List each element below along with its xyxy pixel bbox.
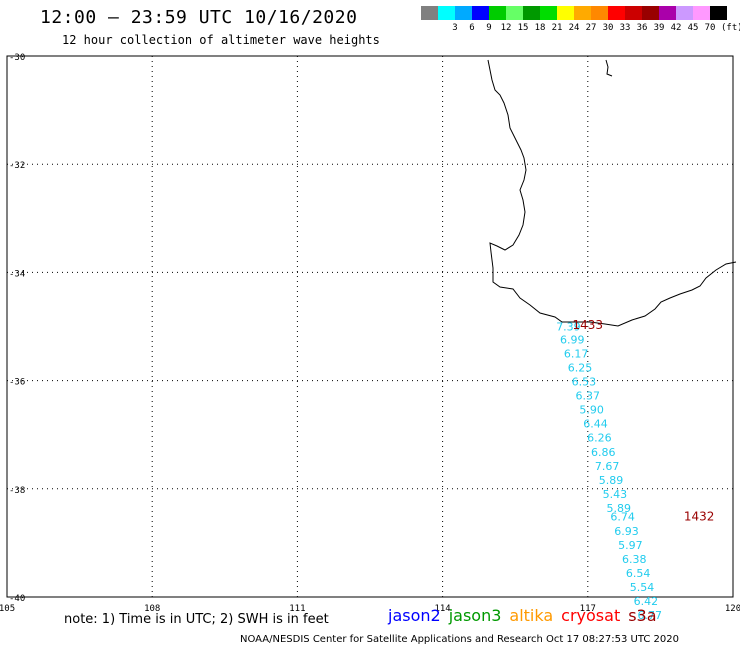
scale-label: 18 — [534, 23, 546, 33]
scale-swatch — [710, 6, 727, 20]
lon-tick-label: 105 — [0, 604, 15, 614]
scale-label: 15 — [517, 23, 529, 33]
pass-time-value: 1432 — [684, 510, 715, 524]
wave-height-value: 5.89 — [607, 502, 632, 515]
scale-swatch — [540, 6, 557, 20]
scale-label: 12 — [500, 23, 512, 33]
units-note: note: 1) Time is in UTC; 2) SWH is in fe… — [64, 612, 329, 627]
scale-label: 33 — [619, 23, 631, 33]
wave-height-labels: 7.396.996.176.256.53 6.375.906.446.266.86… — [556, 320, 662, 622]
scale-label: 27 — [585, 23, 597, 33]
lon-tick-label: 120 — [725, 604, 740, 614]
scale-swatch — [642, 6, 659, 20]
scale-swatch — [438, 6, 455, 20]
legend-altika: altika — [509, 606, 554, 625]
scale-swatch — [659, 6, 676, 20]
scale-swatch — [489, 6, 506, 20]
footer-credit: NOAA/NESDIS Center for Satellite Applica… — [240, 634, 679, 645]
scale-swatch — [574, 6, 591, 20]
coastline-southwest-australia — [487, 59, 737, 327]
lat-lon-grid: 105 108 111 114 117 120 -30 -32 -34 -36 -38 -40 — [0, 53, 740, 614]
lat-tick-label: -34 — [9, 269, 25, 279]
wave-height-value: 5.89 — [599, 474, 624, 487]
wave-height-value: 7.39 — [556, 320, 581, 333]
lon-tick-label: 117 — [580, 604, 596, 614]
scale-swatch — [455, 6, 472, 20]
wave-height-value: 7.67 — [595, 460, 620, 473]
scale-label: 36 — [636, 23, 648, 33]
scale-label: 9 — [486, 23, 492, 33]
lon-tick-label: 111 — [289, 604, 305, 614]
wave-height-value: 6.86 — [591, 446, 616, 459]
scale-swatch — [472, 6, 489, 20]
wave-height-value: 6.17 — [564, 347, 589, 360]
wave-height-value: 6.26 — [587, 432, 612, 445]
wave-height-value: 5.43 — [603, 488, 628, 501]
scale-swatch — [625, 6, 642, 20]
lon-tick-label: 108 — [144, 604, 160, 614]
lat-tick-label: -32 — [9, 161, 25, 171]
scale-label: 70 — [704, 23, 716, 33]
wave-height-value: 6.53 — [572, 375, 597, 388]
legend-s3a: s3a — [628, 606, 657, 625]
pass-time-value: 1433 — [573, 318, 604, 332]
wave-height-value: 6.77 — [638, 609, 663, 622]
satellite-legend: jason2 jason3 altika cryosat s3a — [388, 606, 665, 625]
wave-height-value: 6.44 — [583, 418, 608, 431]
lat-tick-label: -30 — [9, 53, 25, 63]
wave-height-value: 6.93 — [614, 525, 639, 538]
scale-label: 21 — [551, 23, 563, 33]
wave-height-value: 6.25 — [568, 361, 593, 374]
wave-height-value: 6.42 — [634, 595, 659, 608]
scale-label: 45 — [687, 23, 699, 33]
scale-unit: (ft) — [721, 23, 740, 33]
wave-height-value: 5.97 — [618, 539, 643, 552]
lat-tick-label: -38 — [9, 486, 25, 496]
scale-swatch — [523, 6, 540, 20]
lon-tick-label: 114 — [434, 604, 450, 614]
scale-swatch — [693, 6, 710, 20]
lat-tick-label: -40 — [9, 594, 25, 604]
lat-tick-label: -36 — [9, 378, 25, 388]
wave-height-value: 5.54 — [630, 581, 655, 594]
scale-swatch — [591, 6, 608, 20]
wave-height-value: 6.37 — [576, 390, 601, 403]
legend-jason2: jason2 — [388, 606, 441, 625]
wave-height-value: 6.38 — [622, 553, 647, 566]
wave-height-value: 6.54 — [626, 567, 651, 580]
scale-label: 39 — [653, 23, 665, 33]
map-title: 12:00 – 23:59 UTC 10/16/2020 — [40, 7, 358, 28]
coastline-islet — [605, 59, 613, 77]
legend-jason3: jason3 — [448, 606, 502, 625]
scale-swatch — [557, 6, 574, 20]
scale-swatch — [608, 6, 625, 20]
wave-height-value: 5.90 — [579, 404, 604, 417]
scale-label: 6 — [469, 23, 475, 33]
wave-height-value: 6.99 — [560, 333, 585, 346]
scale-swatch — [506, 6, 523, 20]
wave-height-value: 6.74 — [610, 511, 635, 524]
pass-time-labels: 1433 1432 — [573, 318, 715, 524]
map-subtitle: 12 hour collection of altimeter wave hei… — [62, 33, 380, 47]
scale-swatch — [421, 6, 438, 20]
scale-swatch — [676, 6, 693, 20]
scale-label: 30 — [602, 23, 614, 33]
scale-label: 3 — [452, 23, 458, 33]
map-frame — [6, 55, 734, 598]
legend-cryosat: cryosat — [561, 606, 621, 625]
scale-label: 24 — [568, 23, 580, 33]
scale-label: 42 — [670, 23, 682, 33]
